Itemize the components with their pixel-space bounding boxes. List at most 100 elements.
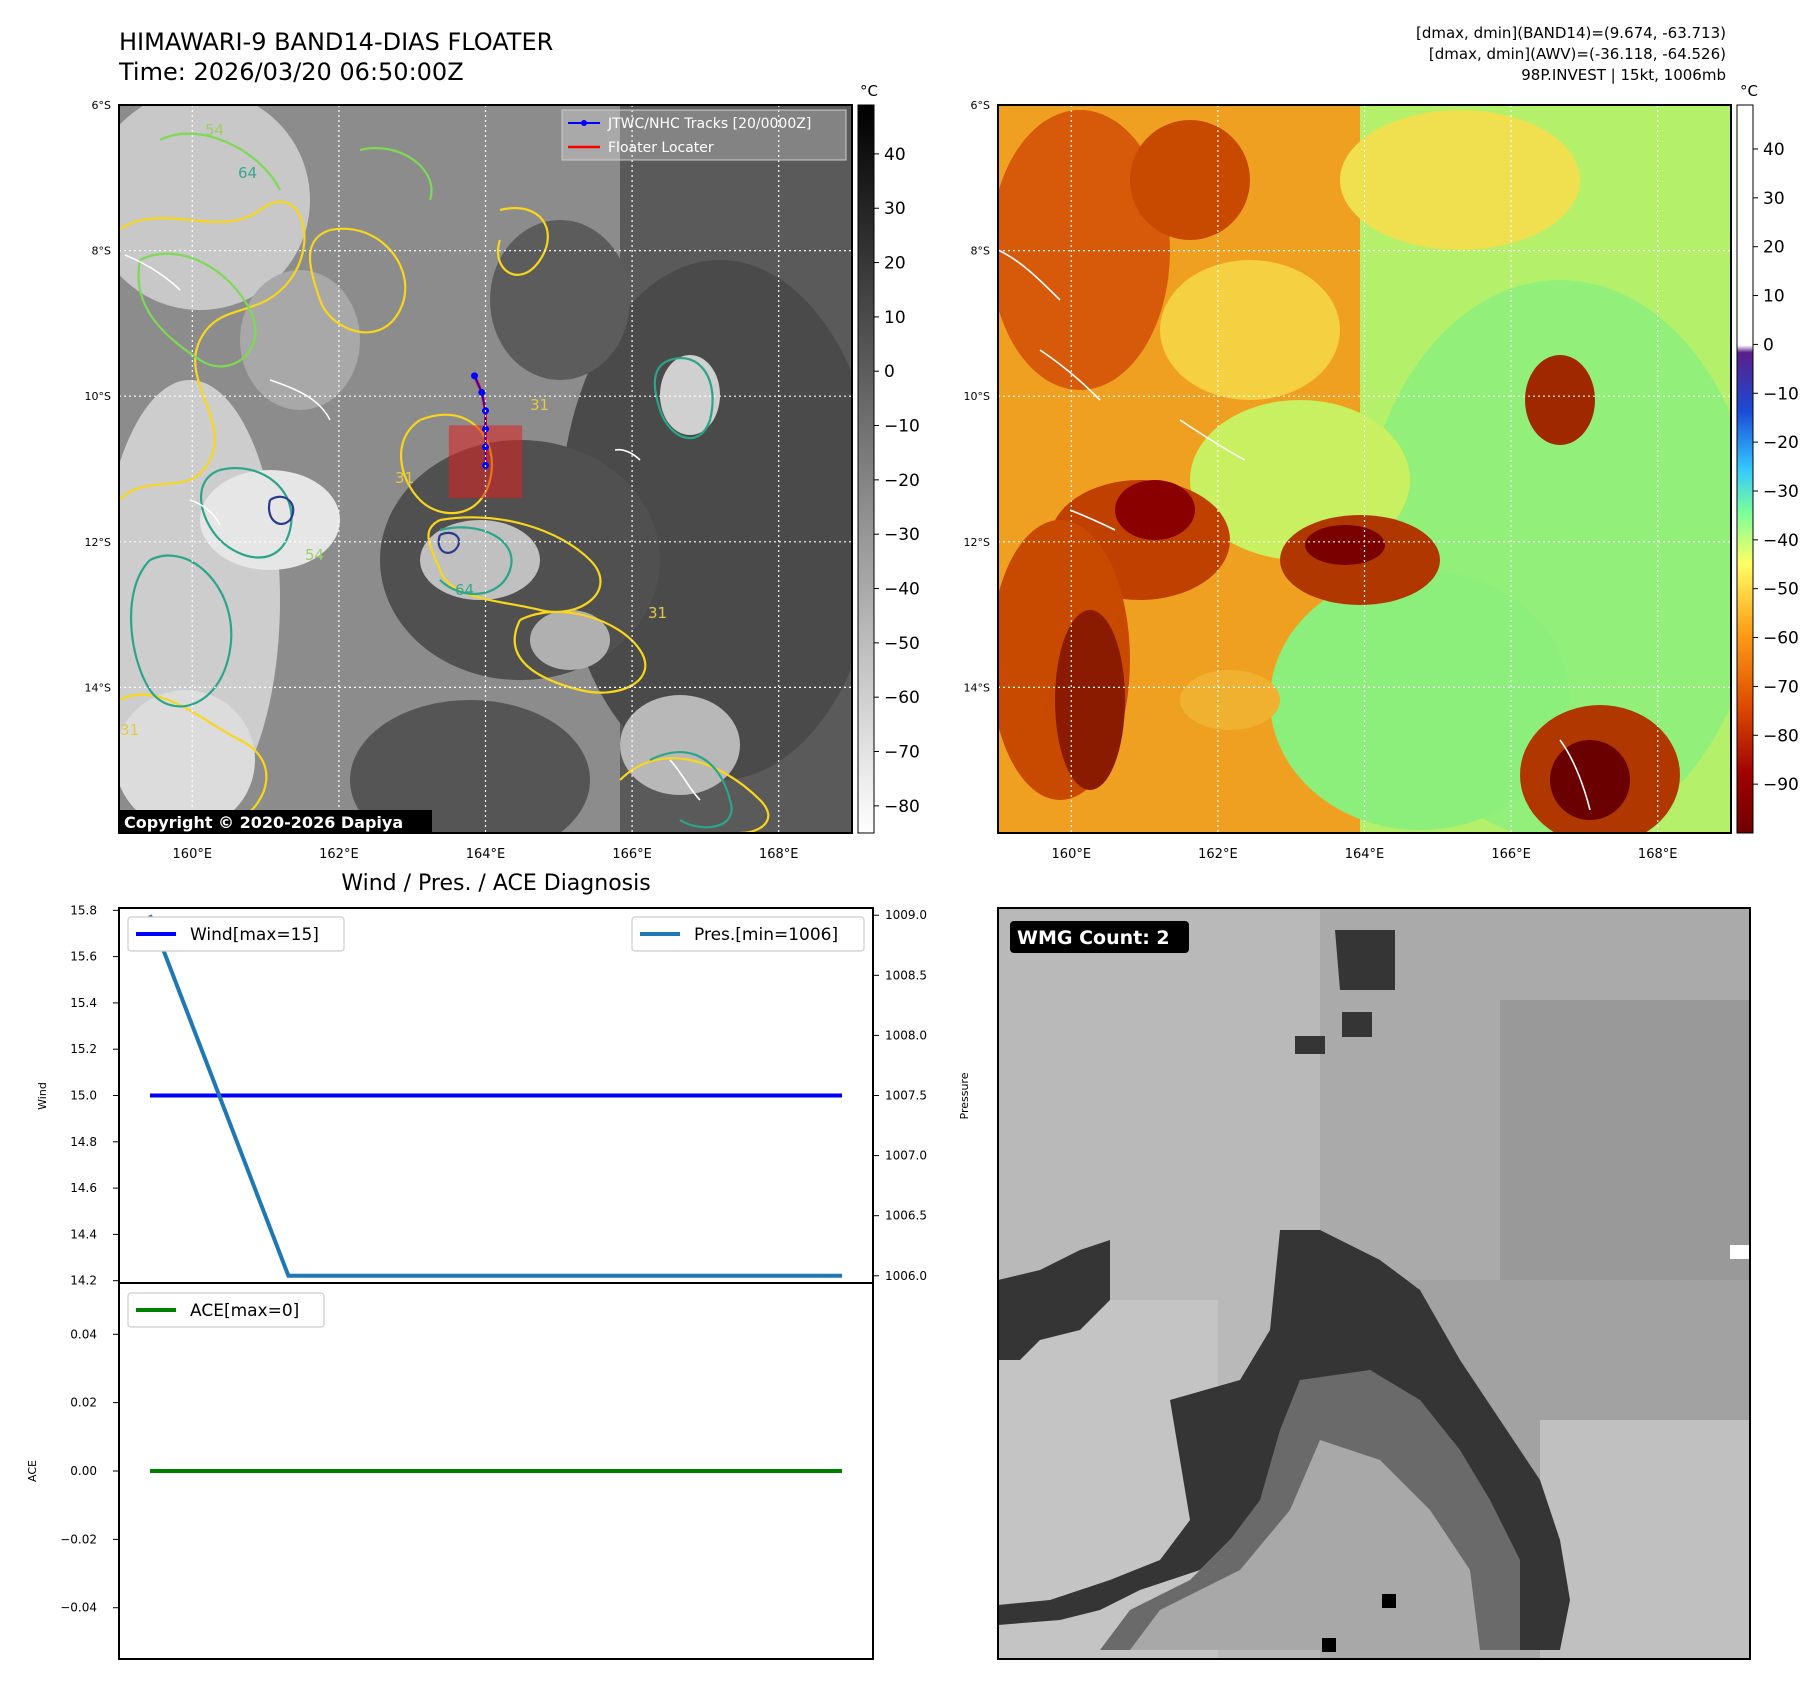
pressure-ticks: 1009.0 1008.5 1008.0 1007.5 1007.0 1006.5 1006… bbox=[873, 908, 927, 1283]
contour-label: 31 bbox=[648, 604, 667, 622]
y-tick-label: 15.6 bbox=[70, 950, 97, 964]
y2-tick-label: 1008.0 bbox=[885, 1028, 927, 1042]
diagnosis-panel: Wind / Pres. / ACE Diagnosis 15.8 15.6 15.… bbox=[26, 871, 971, 1660]
lat-tick-label: 14°S bbox=[85, 681, 111, 694]
lat-tick-label: 8°S bbox=[971, 245, 990, 258]
lon-tick-label: 160°E bbox=[1052, 847, 1092, 862]
colorbar-tick-label: −70 bbox=[884, 743, 920, 763]
contour-label: 54 bbox=[205, 121, 224, 139]
y-tick-label: 15.8 bbox=[70, 903, 97, 917]
pressure-series-line bbox=[148, 914, 842, 1278]
ace-ylabel: ACE bbox=[26, 1460, 39, 1482]
lat-tick-label: 10°S bbox=[964, 390, 990, 403]
colorbar-tick-label: 30 bbox=[1763, 189, 1785, 209]
diagnosis-title: Wind / Pres. / ACE Diagnosis bbox=[341, 871, 650, 896]
wmg-panel: WMG Count: 2 bbox=[997, 907, 1751, 1660]
contour-label: 31 bbox=[120, 721, 139, 739]
diagnosis-lines bbox=[148, 914, 842, 1473]
y-tick-label: 0.04 bbox=[70, 1327, 97, 1341]
colorbar-tick-label: −70 bbox=[1763, 677, 1799, 697]
y-tick-label: 14.6 bbox=[70, 1181, 97, 1195]
lat-tick-label: 8°S bbox=[92, 245, 111, 258]
colorbar-tick-label: 0 bbox=[1763, 335, 1774, 355]
stats-awv: [dmax, dmin](AWV)=(-36.118, -64.526) bbox=[1429, 45, 1726, 63]
colorbar-tick-label: −30 bbox=[884, 525, 920, 545]
track-point bbox=[471, 372, 479, 380]
colorbar-tick-label: 40 bbox=[1763, 140, 1785, 160]
colorbar-tick-label: −20 bbox=[1763, 433, 1799, 453]
wmg-count-box bbox=[1010, 921, 1189, 953]
lon-tick-label: 164°E bbox=[466, 847, 506, 862]
y2-tick-label: 1007.0 bbox=[885, 1149, 927, 1163]
lon-tick-label: 164°E bbox=[1345, 847, 1385, 862]
legend-floater-label: Floater Locater bbox=[608, 140, 714, 156]
wmg-imagery bbox=[998, 908, 1750, 1659]
colorbar-tick-label: −20 bbox=[884, 471, 920, 491]
track-point bbox=[482, 425, 489, 433]
awv-lon-labels: 160°E 162°E 164°E 166°E 168°E bbox=[1052, 847, 1678, 862]
copyright-text: Copyright © 2020-2026 Dapiya bbox=[124, 813, 403, 832]
ir-colorbar bbox=[857, 104, 875, 834]
ir-frame bbox=[118, 104, 853, 834]
y-tick-label: 0.02 bbox=[70, 1396, 97, 1410]
awv-colorbar-ticks: 40 30 20 10 0 −10 −20 −30 −40 −50 −60 −70 −80 −90 bbox=[1753, 140, 1799, 795]
legend-track-marker bbox=[581, 120, 587, 126]
y2-tick-label: 1006.5 bbox=[885, 1209, 927, 1223]
awv-coastlines bbox=[997, 249, 1591, 811]
lat-tick-label: 6°S bbox=[92, 99, 111, 112]
ir-lon-labels: 160°E 162°E 164°E 166°E 168°E bbox=[173, 847, 799, 862]
y2-tick-label: 1008.5 bbox=[885, 968, 927, 982]
ir-colorbar-unit: °C bbox=[860, 82, 878, 100]
pressure-legend: Pres.[min=1006] bbox=[631, 916, 865, 952]
y-tick-label: 15.0 bbox=[70, 1089, 97, 1103]
ir-lat-labels: 6°S 8°S 10°S 12°S 14°S bbox=[85, 99, 111, 694]
ace-ticks: 0.04 0.02 0.00 −0.02 −0.04 bbox=[60, 1327, 119, 1615]
awv-lat-labels: 6°S 8°S 10°S 12°S 14°S bbox=[964, 99, 990, 694]
awv-colorbar bbox=[1736, 104, 1754, 834]
contour-label: 31 bbox=[530, 396, 549, 414]
y-tick-label: 14.2 bbox=[70, 1274, 97, 1288]
colorbar-tick-label: 40 bbox=[884, 145, 906, 165]
colorbar-tick-label: 0 bbox=[884, 362, 895, 382]
y2-tick-label: 1007.5 bbox=[885, 1089, 927, 1103]
y2-tick-label: 1006.0 bbox=[885, 1269, 927, 1283]
colorbar-tick-label: −10 bbox=[1763, 384, 1799, 404]
lon-tick-label: 168°E bbox=[1638, 847, 1678, 862]
wind-ticks: 15.8 15.6 15.4 15.2 15.0 14.8 14.6 14.4 14.2 bbox=[70, 903, 119, 1288]
lon-tick-label: 168°E bbox=[759, 847, 799, 862]
colorbar-tick-label: −10 bbox=[884, 417, 920, 437]
contour-label: 31 bbox=[395, 469, 414, 487]
y-tick-label: 15.2 bbox=[70, 1042, 97, 1056]
colorbar-tick-label: −80 bbox=[884, 797, 920, 817]
stats-storm: 98P.INVEST | 15kt, 1006mb bbox=[1521, 66, 1726, 84]
awv-frame bbox=[997, 104, 1732, 834]
y2-tick-label: 1009.0 bbox=[885, 908, 927, 922]
legend-track-label: JTWC/NHC Tracks [20/0000Z] bbox=[607, 116, 811, 132]
copyright-box bbox=[119, 810, 432, 833]
colorbar-tick-label: 10 bbox=[884, 308, 906, 328]
contour-label: 64 bbox=[455, 581, 474, 599]
lat-tick-label: 12°S bbox=[85, 536, 111, 549]
y-tick-label: −0.04 bbox=[60, 1601, 97, 1615]
ir-panel: JTWC/NHC Tracks [20/0000Z] Floater Locat… bbox=[85, 82, 920, 862]
lat-tick-label: 6°S bbox=[971, 99, 990, 112]
figure-title: HIMAWARI-9 BAND14-DIAS FLOATER bbox=[119, 28, 553, 56]
track-point bbox=[478, 389, 486, 397]
pressure-legend-label: Pres.[min=1006] bbox=[694, 925, 838, 945]
colorbar-tick-label: −60 bbox=[1763, 629, 1799, 649]
ace-legend: ACE[max=0] bbox=[127, 1292, 325, 1328]
wind-legend-label: Wind[max=15] bbox=[190, 925, 319, 945]
y-tick-label: 14.4 bbox=[70, 1227, 97, 1241]
contour-labels: 54 64 31 31 54 64 31 31 bbox=[120, 121, 667, 739]
colorbar-tick-label: −90 bbox=[1763, 775, 1799, 795]
colorbar-tick-label: 30 bbox=[884, 199, 906, 219]
colorbar-tick-label: −40 bbox=[884, 580, 920, 600]
lon-tick-label: 160°E bbox=[173, 847, 213, 862]
y-tick-label: 15.4 bbox=[70, 996, 97, 1010]
colorbar-tick-label: 20 bbox=[1763, 238, 1785, 258]
lat-tick-label: 10°S bbox=[85, 390, 111, 403]
wind-ylabel: Wind bbox=[36, 1082, 49, 1110]
colorbar-tick-label: −50 bbox=[1763, 580, 1799, 600]
colorbar-tick-label: −40 bbox=[1763, 531, 1799, 551]
lon-tick-label: 166°E bbox=[612, 847, 652, 862]
